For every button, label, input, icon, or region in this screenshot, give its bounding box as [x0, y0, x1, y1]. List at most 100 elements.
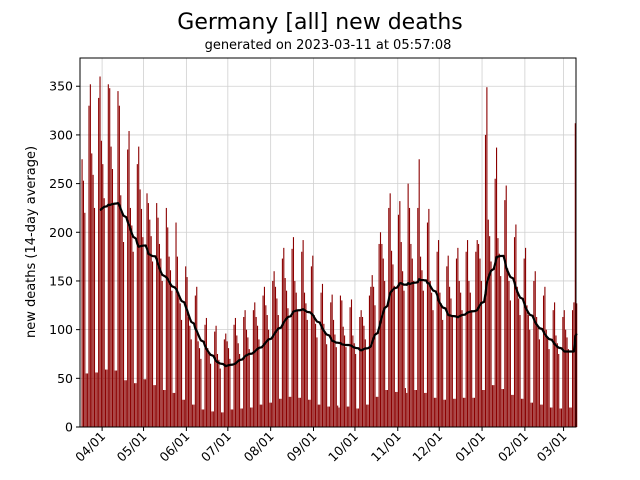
daily-bar: [487, 219, 489, 427]
daily-bar: [290, 396, 292, 427]
daily-bar: [281, 258, 283, 427]
daily-bar: [270, 402, 272, 427]
daily-bar: [254, 302, 256, 427]
daily-bar: [502, 389, 505, 427]
daily-bar: [418, 159, 420, 428]
daily-bar: [168, 256, 170, 427]
daily-bar: [312, 255, 314, 427]
daily-bar: [440, 303, 442, 427]
daily-bar: [496, 147, 498, 427]
daily-bar: [379, 232, 382, 427]
daily-bar: [294, 280, 296, 427]
daily-bar: [194, 295, 196, 427]
daily-bar: [413, 280, 415, 427]
daily-bar: [352, 335, 354, 427]
daily-bar: [444, 399, 446, 427]
daily-bar: [478, 243, 480, 427]
daily-bar: [335, 347, 337, 427]
daily-bar: [404, 388, 406, 427]
daily-bar: [415, 390, 417, 427]
daily-bar: [461, 310, 463, 427]
daily-bar: [563, 310, 565, 427]
daily-bar: [136, 164, 138, 427]
daily-bar: [109, 88, 111, 427]
daily-bar: [110, 146, 112, 427]
daily-bar: [559, 408, 561, 427]
daily-bar: [432, 310, 434, 427]
daily-bar: [378, 243, 380, 427]
bars: [81, 76, 578, 428]
daily-bar: [317, 404, 319, 427]
daily-bar: [135, 383, 137, 427]
daily-bar: [338, 407, 340, 427]
daily-bar: [476, 240, 478, 427]
daily-bar: [454, 398, 456, 427]
daily-bar: [299, 397, 301, 427]
daily-bar: [255, 316, 257, 427]
daily-bar: [457, 247, 459, 427]
daily-bar: [285, 290, 288, 427]
daily-bar: [212, 411, 214, 427]
daily-bar: [562, 316, 564, 427]
daily-bar: [519, 315, 521, 427]
daily-bar: [526, 305, 528, 427]
daily-bar: [187, 316, 190, 427]
daily-bar: [571, 310, 574, 427]
daily-bar: [107, 84, 109, 427]
daily-bar: [402, 271, 404, 427]
daily-bar: [214, 331, 216, 427]
daily-bar: [344, 335, 346, 427]
daily-bar: [513, 237, 516, 427]
daily-bar: [321, 283, 324, 427]
daily-bar: [232, 409, 234, 427]
daily-bar: [453, 398, 455, 427]
daily-bar: [201, 409, 203, 427]
daily-bar: [396, 391, 398, 427]
daily-bar: [266, 315, 268, 427]
daily-bar: [331, 294, 333, 427]
daily-bar: [151, 261, 154, 427]
daily-bar: [363, 325, 365, 427]
daily-bar: [498, 253, 500, 427]
daily-bar: [102, 164, 104, 427]
daily-bar: [345, 347, 347, 427]
daily-bar: [552, 310, 554, 427]
daily-bar: [540, 404, 542, 427]
daily-bar: [471, 310, 473, 427]
daily-bar: [122, 242, 125, 427]
daily-bar: [355, 353, 357, 427]
daily-bar: [234, 317, 236, 427]
daily-bar: [223, 339, 225, 427]
daily-bar: [258, 339, 260, 427]
daily-bar: [190, 339, 192, 427]
daily-bar: [218, 359, 220, 427]
daily-bar: [297, 310, 299, 427]
y-axis-label: new deaths (14-day average): [24, 146, 39, 338]
daily-bar: [85, 373, 87, 427]
daily-bar: [392, 264, 394, 427]
daily-bar: [319, 404, 321, 427]
daily-bar: [370, 286, 372, 427]
daily-bar: [236, 335, 238, 427]
daily-bar: [385, 390, 387, 427]
daily-bar: [466, 240, 469, 427]
daily-bar: [573, 302, 575, 427]
daily-bar: [287, 308, 289, 427]
daily-bar: [450, 298, 452, 427]
daily-bar: [310, 266, 312, 427]
daily-bar: [320, 292, 322, 427]
daily-bar: [491, 385, 493, 427]
daily-bar: [221, 412, 223, 427]
daily-bar: [529, 329, 531, 427]
daily-bar: [544, 286, 546, 427]
daily-bar: [548, 349, 550, 427]
daily-bar: [479, 258, 481, 427]
daily-bar: [484, 134, 487, 427]
daily-bar: [473, 397, 476, 427]
daily-bar: [158, 243, 160, 427]
daily-bar: [146, 193, 148, 427]
daily-bar: [490, 261, 492, 427]
daily-bar: [163, 390, 165, 427]
daily-bar: [216, 353, 219, 427]
daily-bar: [93, 207, 96, 427]
